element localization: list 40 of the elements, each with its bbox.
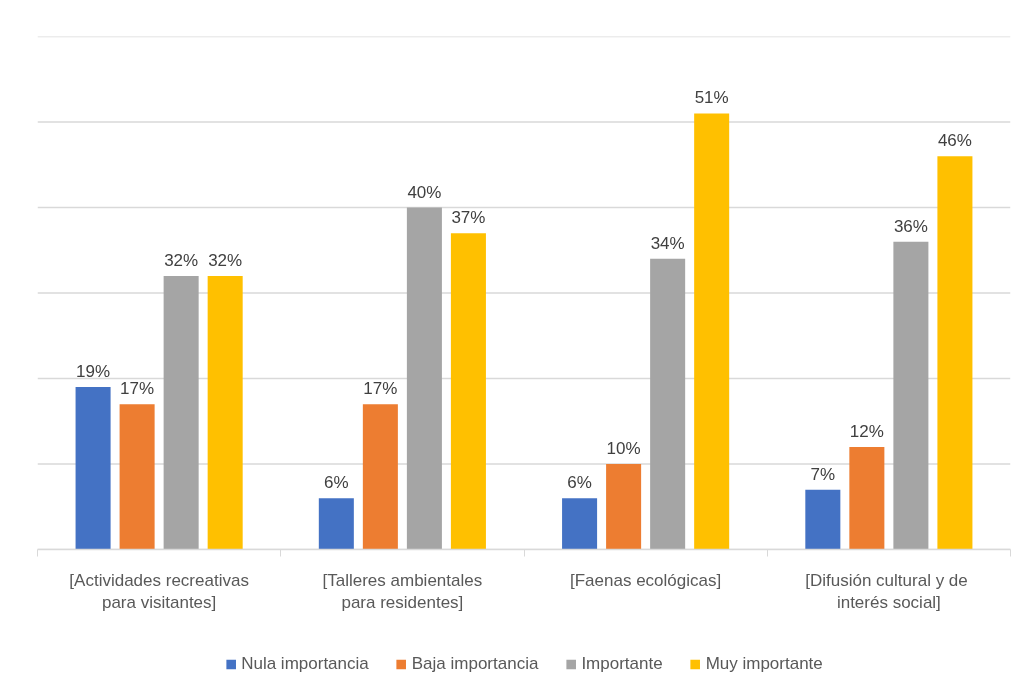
bar — [562, 498, 598, 550]
legend-label: Nula importancia — [241, 654, 369, 674]
bar — [650, 258, 686, 550]
data-label: 17% — [120, 379, 155, 399]
data-label: 37% — [451, 208, 486, 228]
data-label: 10% — [606, 439, 641, 458]
bar — [318, 498, 354, 550]
bar — [119, 404, 155, 550]
legend-label: Muy importante — [705, 654, 823, 674]
x-tick-label: [Difusión cultural y de interés social] — [805, 570, 968, 613]
data-label: 17% — [363, 379, 398, 399]
bar — [606, 464, 642, 550]
data-label: 46% — [937, 131, 972, 151]
data-label: 40% — [407, 182, 442, 202]
bar — [893, 241, 929, 550]
legend-label: Baja importancia — [411, 654, 539, 674]
x-tick-label: [Talleres ambientales para residentes] — [322, 570, 483, 613]
bar — [362, 404, 398, 550]
data-label: 34% — [650, 233, 685, 253]
bar — [937, 156, 973, 550]
data-label: 19% — [76, 362, 111, 382]
data-label: 6% — [567, 473, 592, 493]
bar — [75, 387, 111, 550]
x-tick-label: [Faenas ecológicas] — [570, 570, 722, 590]
bar — [805, 489, 841, 550]
bar — [163, 275, 199, 550]
data-label: 36% — [893, 216, 928, 236]
data-label: 7% — [810, 464, 836, 484]
data-label: 32% — [164, 250, 199, 270]
data-label: 12% — [849, 421, 884, 441]
legend-label: Importante — [581, 654, 663, 674]
bar — [849, 446, 885, 550]
bar — [450, 233, 486, 550]
data-label: 51% — [694, 88, 729, 108]
bar — [406, 207, 442, 550]
data-label: 6% — [324, 473, 349, 493]
x-tick-label: [Actividades recreativas para visitantes] — [69, 570, 249, 613]
bar — [694, 113, 730, 550]
bar — [207, 275, 243, 550]
data-label: 32% — [208, 250, 243, 270]
